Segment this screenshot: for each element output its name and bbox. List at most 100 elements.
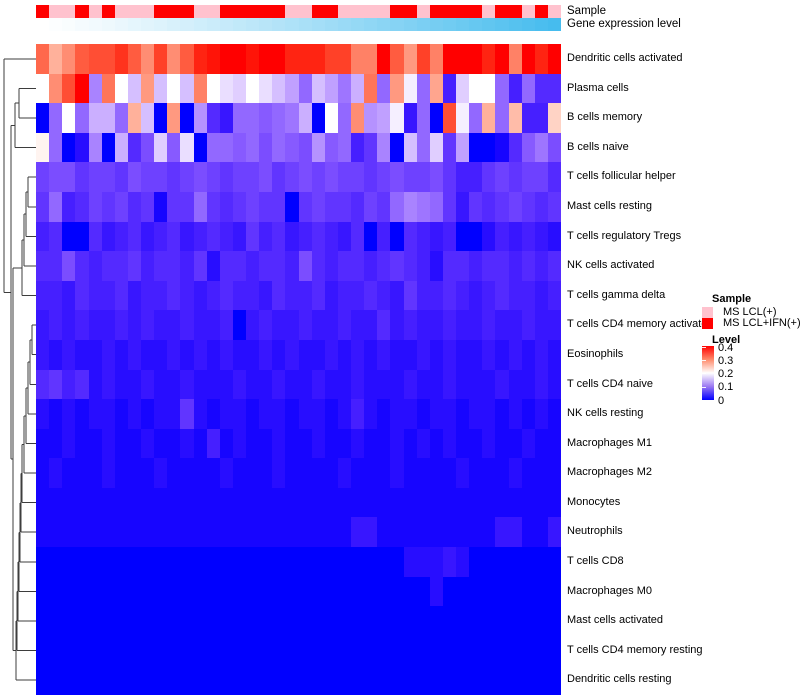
heatmap-cell: [390, 162, 404, 192]
sample-annotation-cell: [127, 5, 141, 18]
legend-label-ms-lcl: MS LCL(+): [723, 306, 777, 318]
sample-annotation-cell: [534, 5, 548, 18]
heatmap-cell: [429, 310, 443, 340]
heatmap-cell: [167, 428, 181, 459]
heatmap-cell: [75, 458, 89, 488]
heatmap-cell: [206, 428, 220, 459]
heatmap-cell: [101, 132, 115, 163]
heatmap-cell: [534, 73, 548, 104]
heatmap-cell: [88, 399, 102, 429]
heatmap-cell: [246, 310, 260, 340]
legend-level-tick-mark: [702, 386, 706, 388]
heatmap-cell: [232, 547, 246, 577]
heatmap-cell: [416, 103, 430, 133]
heatmap-cell: [49, 517, 63, 548]
legend-level-tick: 0.1: [718, 381, 734, 394]
heatmap-cell: [377, 44, 391, 74]
sample-annotation-cell: [311, 5, 325, 18]
gene-expression-annotation-cell: [154, 18, 168, 31]
heatmap-cell: [377, 665, 391, 695]
heatmap-cell: [36, 191, 50, 222]
heatmap-cell: [298, 221, 312, 252]
heatmap-cell: [337, 44, 351, 74]
heatmap-cell: [429, 517, 443, 548]
heatmap-cell: [495, 369, 509, 400]
gene-expression-annotation-cell: [364, 18, 378, 31]
heatmap-cell: [272, 191, 286, 222]
heatmap-cell: [285, 44, 299, 74]
sample-annotation-cell: [285, 5, 299, 18]
heatmap-cell: [49, 428, 63, 459]
gene-expression-annotation-cell: [88, 18, 102, 31]
heatmap-cell: [232, 132, 246, 163]
heatmap-cell: [311, 576, 325, 607]
heatmap-cell: [88, 73, 102, 104]
heatmap-cell: [534, 44, 548, 74]
heatmap-cell: [114, 458, 128, 488]
heatmap-cell: [167, 103, 181, 133]
heatmap-cell: [311, 103, 325, 133]
heatmap-cell: [101, 428, 115, 459]
heatmap-cell: [49, 251, 63, 281]
heatmap-cell: [442, 251, 456, 281]
heatmap-cell: [167, 73, 181, 104]
heatmap-cell: [311, 162, 325, 192]
heatmap-cell: [75, 576, 89, 607]
heatmap-cell: [232, 310, 246, 340]
heatmap-cell: [154, 73, 168, 104]
heatmap-cell: [508, 73, 522, 104]
heatmap-cell: [193, 191, 207, 222]
heatmap-cell: [534, 162, 548, 192]
heatmap-cell: [429, 132, 443, 163]
heatmap-cell: [311, 191, 325, 222]
heatmap-cell: [232, 635, 246, 666]
heatmap-cell: [49, 103, 63, 133]
heatmap-cell: [298, 606, 312, 636]
heatmap-cell: [232, 280, 246, 311]
heatmap-cell: [285, 665, 299, 695]
heatmap-cell: [508, 162, 522, 192]
heatmap-cell: [246, 487, 260, 518]
heatmap-cell: [193, 635, 207, 666]
heatmap-cell: [219, 339, 233, 370]
heatmap-cell: [154, 280, 168, 311]
heatmap-cell: [403, 103, 417, 133]
heatmap-cell: [456, 576, 470, 607]
heatmap-cell: [351, 517, 365, 548]
heatmap-cell: [298, 73, 312, 104]
heatmap-cell: [272, 399, 286, 429]
heatmap-cell: [521, 73, 535, 104]
gene-expression-annotation-cell: [206, 18, 220, 31]
sample-annotation-cell: [456, 5, 470, 18]
heatmap-cell: [114, 280, 128, 311]
gene-expression-annotation-cell: [311, 18, 325, 31]
heatmap-cell: [180, 339, 194, 370]
heatmap-cell: [259, 635, 273, 666]
heatmap-cell: [337, 73, 351, 104]
heatmap-cell: [114, 339, 128, 370]
heatmap-cell: [101, 576, 115, 607]
heatmap-cell: [219, 73, 233, 104]
heatmap-cell: [416, 162, 430, 192]
heatmap-cell: [88, 547, 102, 577]
heatmap-cell: [206, 73, 220, 104]
heatmap-cell: [167, 191, 181, 222]
heatmap-cell: [219, 399, 233, 429]
heatmap-cell: [62, 103, 76, 133]
heatmap-cell: [193, 428, 207, 459]
heatmap-cell: [272, 73, 286, 104]
heatmap-cell: [180, 73, 194, 104]
heatmap-cell: [114, 251, 128, 281]
heatmap-cell: [508, 251, 522, 281]
heatmap-cell: [482, 73, 496, 104]
heatmap-cell: [442, 369, 456, 400]
heatmap-cell: [180, 191, 194, 222]
heatmap-cell: [403, 280, 417, 311]
heatmap-cell: [193, 547, 207, 577]
heatmap-cell: [62, 191, 76, 222]
heatmap-cell: [534, 369, 548, 400]
heatmap-cell: [469, 44, 483, 74]
sample-annotation-cell: [272, 5, 286, 18]
heatmap-cell: [482, 162, 496, 192]
heatmap-cell: [403, 458, 417, 488]
